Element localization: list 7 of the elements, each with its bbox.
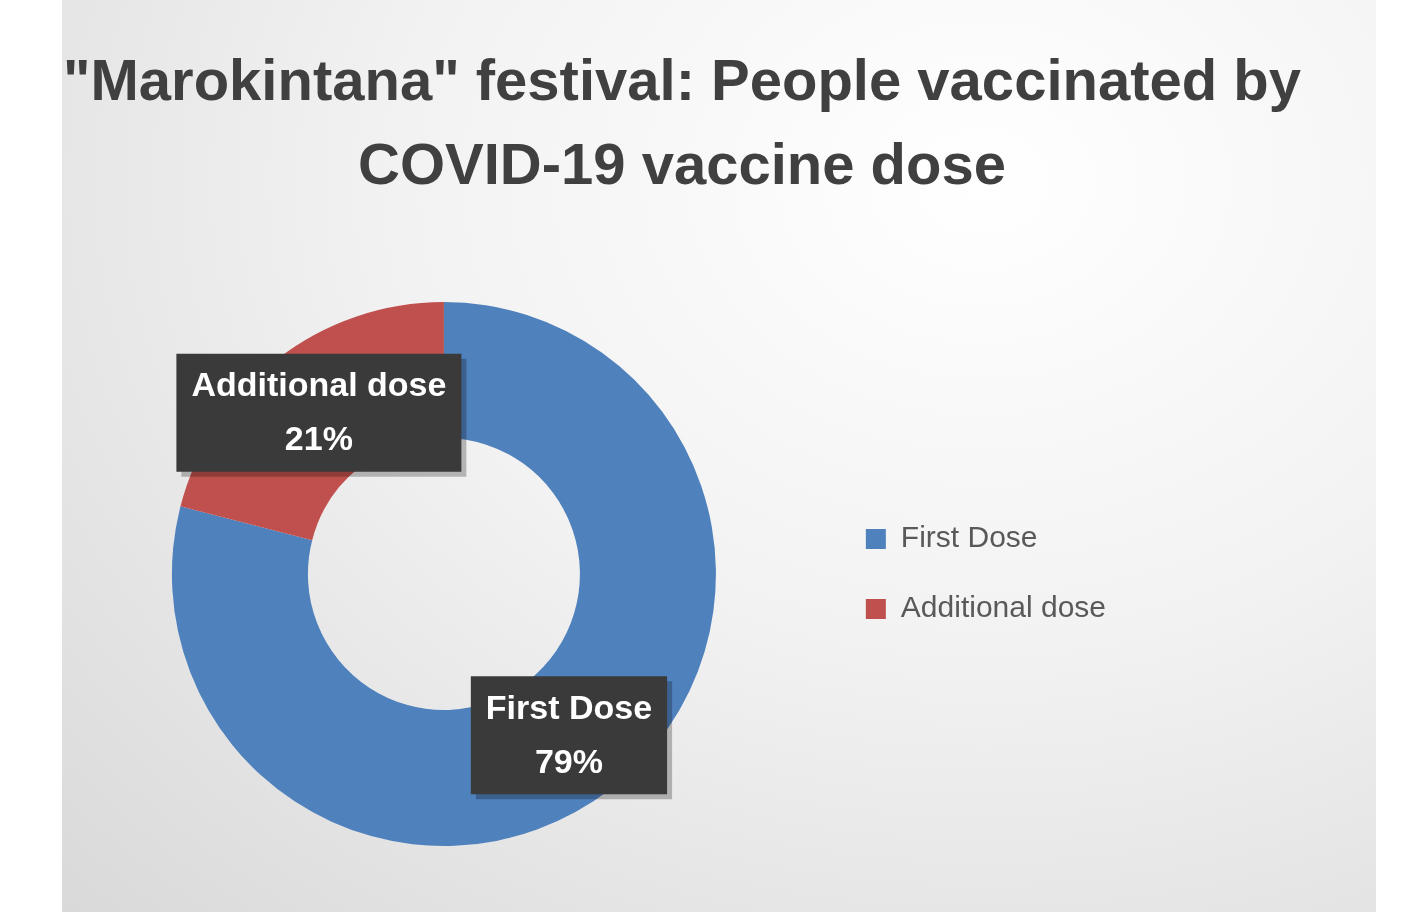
data-label: 79% <box>534 741 603 780</box>
chart-title: "Marokintana" festival: People vaccinated by COVID-19 vaccine dose <box>62 46 1302 198</box>
legend-label: First Dose <box>900 520 1038 554</box>
legend-label: Additional dose <box>900 590 1106 624</box>
data-label: 21% <box>284 419 353 458</box>
slice-label: First Dose <box>485 687 653 726</box>
slice-label: Additional dose <box>191 365 447 404</box>
